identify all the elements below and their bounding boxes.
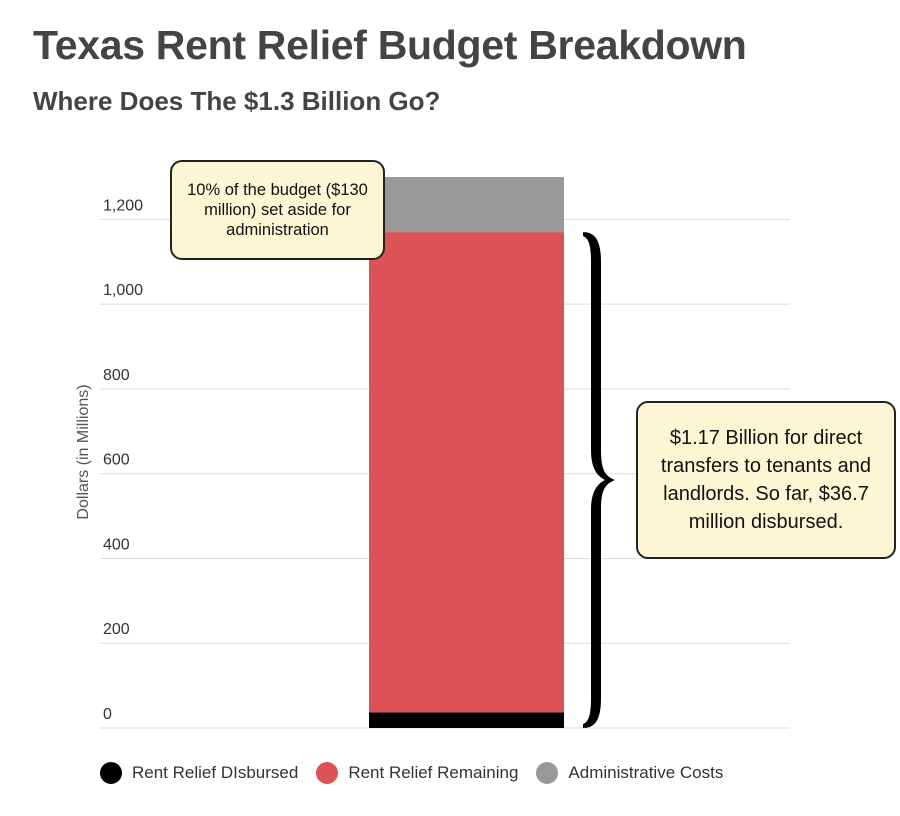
bar-segment-administrative-costs	[369, 177, 564, 233]
y-tick-label: 1,000	[103, 282, 143, 299]
rent-relief-callout: $1.17 Billion for direct transfers to te…	[636, 401, 896, 559]
y-tick-label: 200	[103, 621, 130, 638]
admin-costs-callout: 10% of the budget ($130 million) set asi…	[170, 160, 385, 260]
legend-label-remaining: Rent Relief Remaining	[348, 763, 519, 782]
legend-label-disbursed: Rent Relief DIsbursed	[132, 763, 299, 782]
bar-segment-rent-relief-remaining	[369, 232, 564, 713]
chart-subtitle: Where Does The $1.3 Billion Go?	[33, 86, 441, 116]
legend-item-disbursed: Rent Relief DIsbursed	[100, 762, 298, 784]
y-tick-label: 600	[103, 452, 130, 469]
chart-title: Texas Rent Relief Budget Breakdown	[33, 22, 747, 68]
legend-label-admin: Administrative Costs	[568, 763, 724, 782]
curly-brace	[583, 232, 615, 728]
y-tick-label: 0	[103, 706, 112, 723]
legend-swatch-disbursed	[100, 762, 122, 784]
legend: Rent Relief DIsbursed Rent Relief Remain…	[100, 762, 741, 784]
bar-segment-rent-relief-disbursed	[369, 712, 564, 728]
y-axis-label: Dollars (in Millions)	[75, 384, 92, 519]
y-tick-label: 800	[103, 367, 130, 384]
legend-swatch-admin	[536, 762, 559, 784]
legend-item-admin: Administrative Costs	[536, 762, 723, 784]
legend-item-remaining: Rent Relief Remaining	[316, 762, 518, 784]
y-tick-label: 400	[103, 536, 130, 553]
legend-swatch-remaining	[316, 762, 339, 784]
y-tick-label: 1,200	[103, 197, 143, 214]
